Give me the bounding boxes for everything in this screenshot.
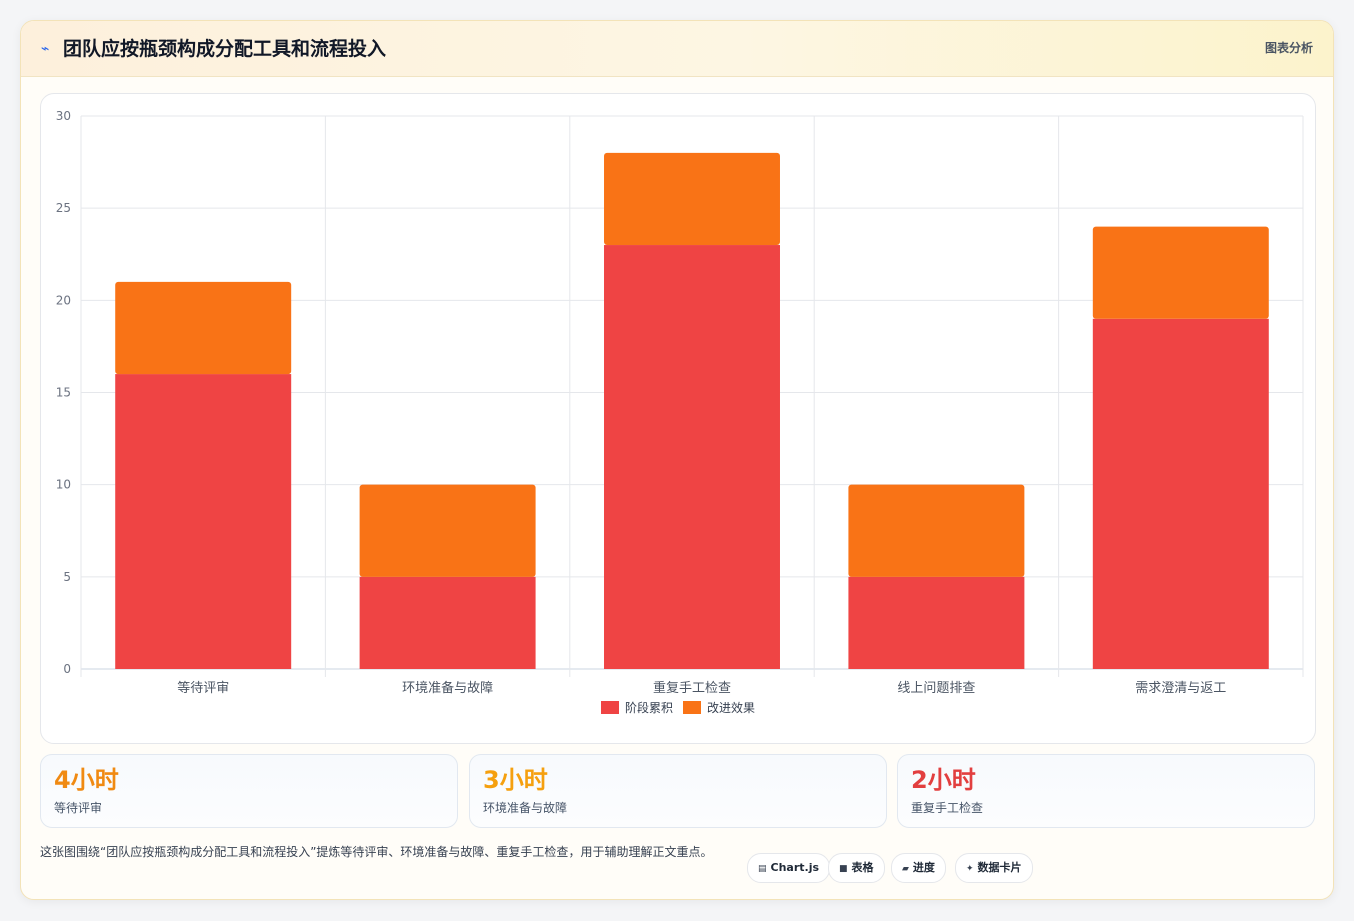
stat-value: 3小时 [483,766,548,794]
stat-label: 等待评审 [54,801,103,815]
bar-segment-improvement [359,484,536,577]
stacked-bar-chart: 0 5 10 15 20 25 30 等待评审 环境准备与故障 重复手工检查 线上问题排查 需求澄清与… [56,109,1304,715]
legend-swatch [683,701,701,714]
x-tick-label: 等待评审 [177,680,229,696]
chip-label: Chart.js [770,861,820,874]
legend-label: 阶段累积 [625,700,673,715]
lightning-icon: ⌁ [41,41,50,57]
bar-segment-improvement [1092,226,1269,319]
y-tick-label: 10 [56,478,71,492]
chart-card: ⌁ 团队应按瓶颈构成分配工具和流程投入 图表分析 0 5 10 15 20 25 30 等待评… [20,20,1334,900]
chip-label: 数据卡片 [977,861,1022,874]
chart-caption: 这张图围绕“团队应按瓶颈构成分配工具和流程投入”提炼等待评审、环境准备与故障、重… [40,845,713,859]
bar-segment-stage [359,576,536,669]
stat-card-1: 4小时 等待评审 [40,754,458,828]
bar-segment-improvement [115,281,292,375]
chip-progress[interactable]: ▰ 进度 [891,853,946,883]
table-icon: ■ [839,864,848,874]
chip-label: 表格 [851,861,874,874]
bar-segment-improvement [848,484,1025,577]
y-tick-label: 5 [63,570,71,584]
chart-analysis-label: 图表分析 [1264,41,1313,55]
chart-icon: ▤ [758,864,767,874]
card-header: ⌁ 团队应按瓶颈构成分配工具和流程投入 图表分析 [21,21,1333,77]
x-tick-label: 需求澄清与返工 [1135,681,1226,696]
chip-label: 进度 [912,861,935,874]
y-tick-label: 25 [56,201,71,215]
stat-card-3: 2小时 重复手工检查 [897,754,1315,828]
stat-label: 环境准备与故障 [483,801,568,815]
legend-swatch [601,701,619,714]
stat-label: 重复手工检查 [911,801,984,815]
bar-segment-stage [848,576,1025,669]
chart-panel: 0 5 10 15 20 25 30 等待评审 环境准备与故障 重复手工检查 线上问题排查 需求澄清与… [40,93,1316,744]
y-tick-label: 20 [56,293,71,307]
x-tick-label: 重复手工检查 [653,680,731,696]
x-tick-label: 线上问题排查 [897,681,975,696]
page-title: 团队应按瓶颈构成分配工具和流程投入 [63,38,387,60]
stat-card-2: 3小时 环境准备与故障 [469,754,887,828]
bar-segment-stage [115,374,292,669]
x-tick-label: 环境准备与故障 [402,680,493,696]
legend-label: 改进效果 [707,700,755,715]
bar-segment-stage [604,245,780,670]
bar-segment-stage [1092,318,1269,669]
y-tick-label: 15 [56,386,71,400]
progress-icon: ▰ [902,864,909,874]
stat-value: 4小时 [54,766,119,794]
sparkle-icon: ✦ [966,864,974,874]
chip-data-card[interactable]: ✦ 数据卡片 [955,853,1033,883]
stat-value: 2小时 [911,766,976,794]
y-tick-label: 0 [63,662,71,676]
chip-table[interactable]: ■ 表格 [828,853,885,883]
chip-chartjs[interactable]: ▤ Chart.js [747,853,831,883]
y-tick-label: 30 [56,109,71,123]
bar-segment-improvement [604,152,780,246]
